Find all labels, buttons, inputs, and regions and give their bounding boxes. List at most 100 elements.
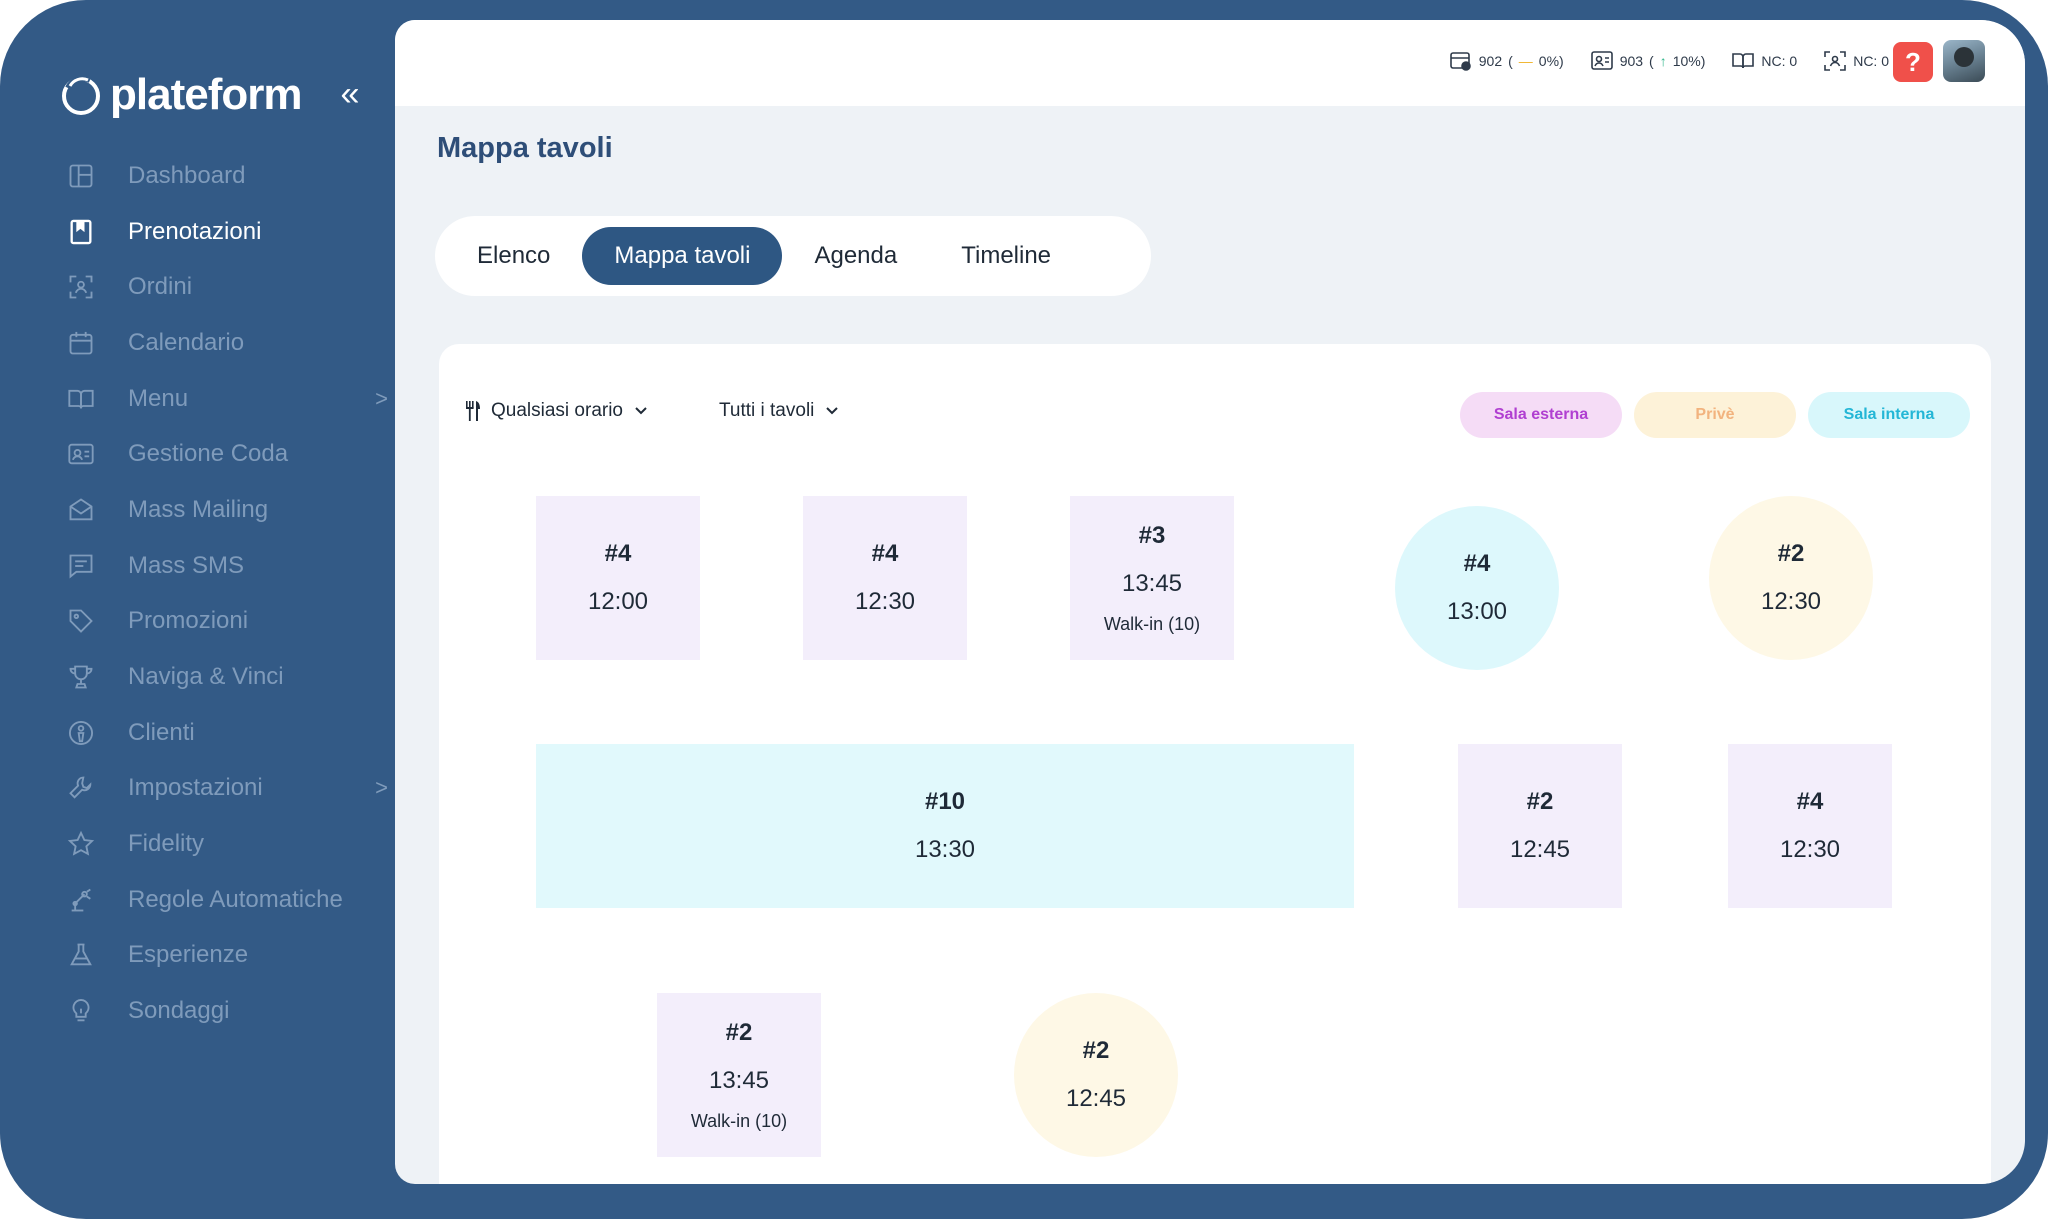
stat-value: NC: 0 (1853, 53, 1889, 69)
mail-icon (60, 489, 102, 531)
table-card[interactable]: #3 13:45 Walk-in (10) (1070, 496, 1234, 660)
room-chip-sala-esterna[interactable]: Sala esterna (1460, 392, 1622, 438)
table-number: #4 (604, 540, 632, 567)
table-map-card: Qualsiasi orario Tutti i tavoli Sala est… (439, 344, 1991, 1184)
sidebar-item-fidelity[interactable]: Fidelity (60, 816, 390, 872)
stat-open: ( (1649, 53, 1654, 69)
scan-stat-icon (1824, 51, 1847, 71)
sidebar-item-menu[interactable]: Menu > (60, 371, 390, 427)
chevron-down-icon (635, 407, 647, 415)
table-time: 13:45 (1121, 569, 1183, 597)
sidebar-item-label: Sondaggi (128, 997, 230, 1025)
table-number: #2 (1526, 788, 1554, 815)
table-number: #10 (924, 788, 966, 815)
table-number: #2 (1777, 540, 1805, 567)
room-chip-prive[interactable]: Privè (1634, 392, 1796, 438)
sidebar-item-label: Calendario (128, 328, 245, 356)
id-card-icon (60, 433, 102, 475)
sidebar-item-mass-sms[interactable]: Mass SMS (60, 538, 390, 594)
sidebar-item-sondaggi[interactable]: Sondaggi (60, 983, 390, 1039)
sidebar-item-label: Esperienze (128, 941, 249, 969)
sidebar-item-esperienze[interactable]: Esperienze (60, 928, 390, 984)
chevron-right-icon: > (375, 385, 388, 411)
sidebar-item-label: Fidelity (128, 830, 205, 858)
view-tabs: Elenco Mappa tavoli Agenda Timeline (435, 216, 1151, 296)
stat-open: ( (1508, 53, 1513, 69)
scan-icon (60, 266, 102, 308)
sidebar-item-naviga-vinci[interactable]: Naviga & Vinci (60, 649, 390, 705)
robot-arm-icon (60, 879, 102, 921)
table-card[interactable]: #2 13:45 Walk-in (10) (657, 993, 821, 1157)
table-time: 13:30 (914, 836, 976, 863)
stat-value: NC: 0 (1761, 53, 1798, 69)
tables-filter-dropdown[interactable]: Tutti i tavoli (719, 400, 840, 422)
table-card[interactable]: #2 12:30 (1709, 496, 1873, 660)
table-time: 12:45 (1509, 836, 1571, 863)
sidebar-nav: Dashboard Prenotazioni Ordini Calendario (60, 148, 390, 1039)
logo-text: plateform (110, 70, 302, 119)
table-time: 12:45 (1065, 1085, 1127, 1112)
logo[interactable]: plateform (60, 70, 302, 120)
stat-delta: ↑ (1659, 53, 1667, 69)
table-time: 12:30 (854, 588, 916, 615)
stat-value: 902 (1478, 53, 1503, 69)
sidebar-item-dashboard[interactable]: Dashboard (60, 148, 390, 204)
trophy-icon (60, 656, 102, 698)
sidebar-item-ordini[interactable]: Ordini (60, 259, 390, 315)
tab-mappa-tavoli[interactable]: Mappa tavoli (582, 227, 783, 285)
table-card[interactable]: #2 12:45 (1458, 744, 1622, 908)
sidebar-item-label: Ordini (128, 273, 193, 301)
sidebar-item-label: Dashboard (128, 161, 246, 189)
sidebar-item-calendario[interactable]: Calendario (60, 315, 390, 371)
help-button[interactable]: ? (1893, 42, 1933, 82)
room-chip-sala-interna[interactable]: Sala interna (1808, 392, 1970, 438)
tables-filter-label: Tutti i tavoli (719, 400, 815, 421)
sidebar-item-prenotazioni[interactable]: Prenotazioni (60, 204, 390, 260)
sidebar-item-promozioni[interactable]: Promozioni (60, 594, 390, 650)
layout-icon (60, 155, 102, 197)
bookmark-icon (60, 211, 102, 253)
sidebar-item-regole-automatiche[interactable]: Regole Automatiche (60, 872, 390, 928)
table-time: 13:00 (1446, 598, 1508, 625)
cutlery-icon (466, 401, 480, 421)
sidebar-item-clienti[interactable]: Clienti (60, 705, 390, 761)
table-time: 13:45 (708, 1066, 770, 1094)
message-icon (60, 545, 102, 587)
queue-stat[interactable]: 903 (↑ 10%) (1590, 50, 1706, 72)
chevron-down-icon (826, 407, 839, 415)
table-time: 12:30 (1779, 836, 1841, 863)
stat-pct: 10%) (1672, 53, 1706, 69)
sidebar-item-label: Mass SMS (128, 551, 245, 579)
collapse-sidebar-button[interactable]: « (340, 75, 360, 113)
lightbulb-icon (60, 990, 102, 1032)
sidebar-item-impostazioni[interactable]: Impostazioni > (60, 761, 390, 817)
sidebar-item-label: Gestione Coda (128, 440, 289, 468)
table-card[interactable]: #4 12:30 (803, 496, 967, 660)
reservations-stat[interactable]: 902 (— 0%) (1449, 50, 1564, 72)
sidebar-item-label: Regole Automatiche (128, 885, 343, 913)
tab-elenco[interactable]: Elenco (477, 242, 551, 269)
book-open-icon (60, 378, 102, 420)
page-title: Mappa tavoli (437, 132, 613, 164)
tag-icon (60, 600, 102, 642)
table-walkin: Walk-in (10) (690, 1110, 788, 1131)
table-walkin: Walk-in (10) (1103, 613, 1201, 634)
menu-stat[interactable]: NC: 0 (1731, 50, 1797, 72)
time-filter-dropdown[interactable]: Qualsiasi orario (465, 400, 649, 422)
table-card[interactable]: #4 13:00 (1395, 506, 1559, 670)
avatar[interactable] (1943, 40, 1985, 82)
table-card[interactable]: #10 13:30 (536, 744, 1354, 908)
sidebar-item-gestione-coda[interactable]: Gestione Coda (60, 426, 390, 482)
queue-stat-icon (1590, 51, 1613, 70)
table-card[interactable]: #4 12:30 (1728, 744, 1892, 908)
sidebar-item-mass-mailing[interactable]: Mass Mailing (60, 482, 390, 538)
table-number: #4 (871, 540, 899, 567)
scan-stat[interactable]: NC: 0 (1823, 50, 1889, 72)
table-time: 12:30 (1760, 588, 1822, 615)
sidebar-item-label: Menu (128, 384, 189, 412)
tab-agenda[interactable]: Agenda (814, 242, 898, 269)
tab-timeline[interactable]: Timeline (961, 242, 1052, 269)
table-card[interactable]: #4 12:00 (536, 496, 700, 660)
table-card[interactable]: #2 12:45 (1014, 993, 1178, 1157)
reservation-stat-icon (1449, 52, 1471, 71)
